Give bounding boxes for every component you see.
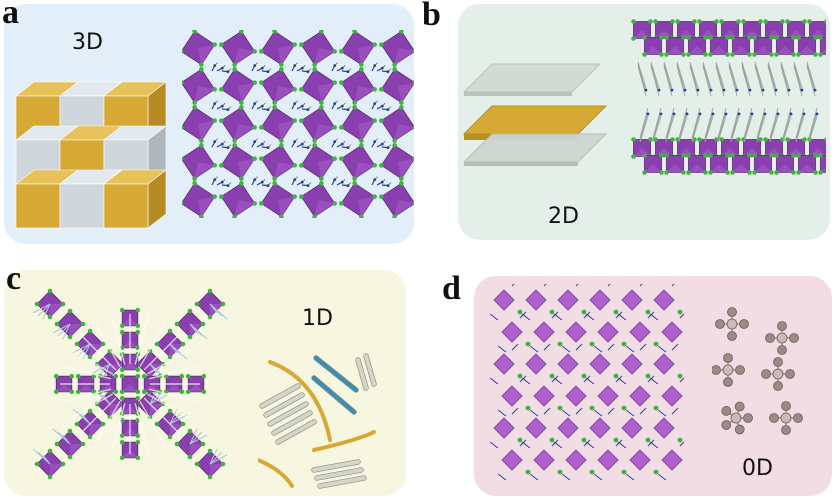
- panel-a-letter: a: [2, 0, 19, 31]
- lattice-1d: [32, 288, 228, 480]
- lattice-0d: [489, 284, 684, 481]
- panel-b-letter: b: [422, 0, 441, 33]
- lattice-3d: [182, 30, 414, 218]
- label-3d: 3D: [72, 30, 103, 55]
- layer-schematic-2d: [462, 63, 608, 166]
- label-2d: 2D: [548, 204, 579, 229]
- panel-c-letter: c: [6, 260, 22, 297]
- rod-schematic-1d: [258, 353, 377, 489]
- cluster-schematic-0d: [712, 307, 803, 435]
- label-0d: 0D: [742, 456, 773, 481]
- panel-d-letter: d: [442, 270, 461, 307]
- cube-schematic-3d: [15, 81, 167, 229]
- label-1d: 1D: [302, 306, 333, 331]
- lattice-2d: [631, 19, 826, 175]
